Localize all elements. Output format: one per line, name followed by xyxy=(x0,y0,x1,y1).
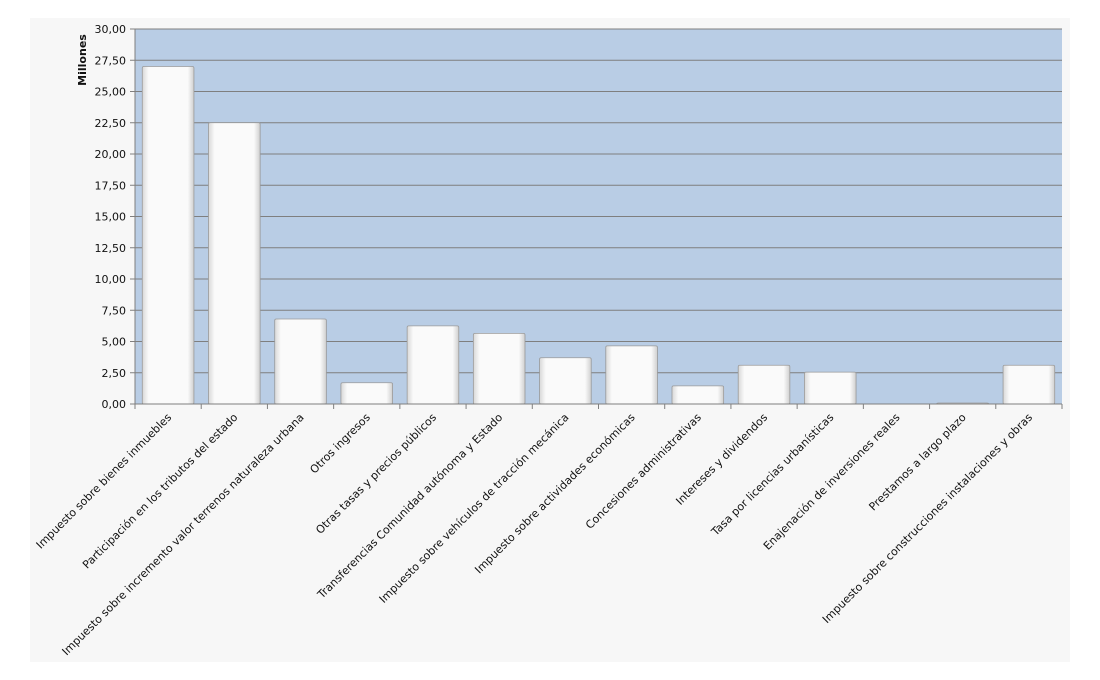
bar xyxy=(406,325,460,405)
bar xyxy=(1002,364,1056,405)
chart-area: 0,00 2,50 5,00 7,50 10,00 12,50 15,00 17,50 20,0… xyxy=(30,18,1070,662)
bar xyxy=(671,385,725,405)
y-tick-label: 15,00 xyxy=(95,211,127,224)
y-tick-label: 30,00 xyxy=(95,23,127,36)
bar xyxy=(208,122,261,405)
bar-chart: 0,00 2,50 5,00 7,50 10,00 12,50 15,00 17,50 20,0… xyxy=(34,23,1063,658)
bar xyxy=(274,318,327,405)
bar xyxy=(340,382,393,405)
x-category-label: Enajenación de inversiones reales xyxy=(761,411,903,553)
x-category-label: Tasa por licencias urbanísticas xyxy=(708,411,836,539)
x-category-label: Otros ingresos xyxy=(307,411,373,477)
y-axis-label: Millones xyxy=(76,34,89,86)
bar xyxy=(737,364,791,405)
x-category-label: Concesiones administrativas xyxy=(583,411,704,532)
y-tick-label: 22,50 xyxy=(95,117,127,130)
y-tick-label: 27,50 xyxy=(95,54,127,67)
y-tick-label: 2,50 xyxy=(102,367,127,380)
bar xyxy=(539,357,592,405)
y-tick-label: 12,50 xyxy=(95,242,127,255)
x-category-label: Impuesto sobre bienes inmuebles xyxy=(34,411,175,552)
y-tick-label: 20,00 xyxy=(95,148,127,161)
y-tick-label: 0,00 xyxy=(102,398,127,411)
y-tick-label: 10,00 xyxy=(95,273,127,286)
x-category-label: Otras tasas y precios públicos xyxy=(313,411,439,537)
bar xyxy=(605,345,658,405)
y-tick-label: 7,50 xyxy=(102,304,127,317)
y-tick-label: 25,00 xyxy=(95,86,127,99)
x-category-label: Impuesto sobre incremento valor terrenos… xyxy=(60,411,307,658)
bar xyxy=(804,371,857,405)
y-tick-label: 5,00 xyxy=(102,336,127,349)
bar xyxy=(472,332,526,405)
y-tick-label: 17,50 xyxy=(95,179,127,192)
bar xyxy=(141,66,195,405)
